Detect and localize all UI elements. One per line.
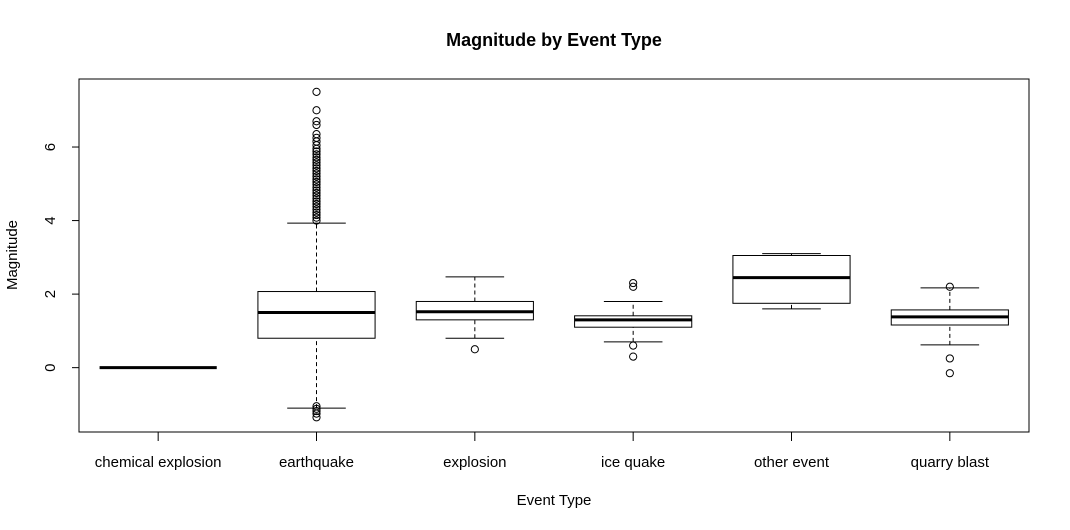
outlier-point [312, 150, 321, 159]
outlier-point [629, 278, 638, 288]
box-group [890, 282, 1009, 378]
y-tick-label: 0 [42, 363, 59, 371]
outlier-point [312, 155, 321, 164]
outlier-point [470, 345, 479, 354]
outlier-point [312, 183, 321, 192]
outlier-point [312, 213, 321, 222]
outlier-point [312, 197, 321, 206]
chart-title: Magnitude by Event Type [446, 30, 662, 50]
outlier-point [312, 153, 321, 162]
outlier-point [312, 117, 321, 126]
outlier-point [312, 164, 321, 173]
outlier-point [312, 194, 321, 203]
outlier-point [312, 120, 321, 130]
iqr-box [574, 315, 693, 328]
outlier-point [945, 282, 954, 291]
iqr-box [732, 255, 851, 304]
y-tick-label: 6 [42, 143, 59, 151]
outlier-point [312, 169, 321, 178]
outlier-point [629, 352, 638, 361]
outlier-point [312, 186, 321, 195]
y-axis: 0 2 4 6 [42, 143, 80, 372]
box-group [574, 278, 693, 361]
outlier-point [312, 199, 321, 209]
outlier-point [312, 409, 321, 418]
plot-layer [99, 87, 1009, 422]
y-tick-label: 2 [42, 290, 59, 298]
x-tick-label: chemical explosion [95, 454, 222, 471]
outlier-point [312, 205, 321, 214]
plot-frame [78, 78, 1030, 433]
iqr-box [257, 291, 376, 339]
outlier-point [312, 133, 321, 142]
outlier-point [312, 210, 321, 220]
outlier-point [312, 172, 321, 181]
outlier-point [629, 282, 638, 291]
outlier-point [312, 191, 321, 200]
outlier-point [312, 180, 321, 189]
outlier-point [312, 404, 321, 413]
outlier-point [312, 166, 321, 176]
outlier-point [312, 216, 321, 225]
outlier-point [945, 354, 954, 363]
y-axis-title: Magnitude [4, 220, 21, 290]
box-group [415, 276, 534, 354]
outlier-point [312, 147, 321, 156]
outlier-point [312, 202, 321, 211]
outlier-point [312, 161, 321, 170]
outlier-point [312, 177, 321, 187]
outlier-point [312, 188, 321, 198]
outlier-point [312, 87, 321, 96]
outlier-point [312, 106, 321, 115]
outlier-point [312, 130, 321, 139]
x-tick-label: explosion [443, 454, 506, 471]
x-axis-title: Event Type [517, 492, 592, 509]
box-group [257, 87, 376, 422]
x-axis: chemical explosion earthquake explosion ice… [95, 431, 990, 471]
x-tick-label: earthquake [279, 454, 354, 471]
outlier-point [629, 341, 638, 350]
outlier-point [312, 406, 321, 416]
y-tick-label: 4 [42, 216, 59, 224]
outlier-point [945, 369, 954, 378]
x-tick-label: other event [754, 454, 830, 471]
outlier-point [312, 208, 321, 217]
box-group [732, 253, 851, 310]
outlier-point [312, 175, 321, 184]
x-tick-label: quarry blast [911, 454, 990, 471]
outlier-point [312, 158, 321, 167]
outlier-point [312, 413, 321, 422]
x-tick-label: ice quake [601, 454, 665, 471]
